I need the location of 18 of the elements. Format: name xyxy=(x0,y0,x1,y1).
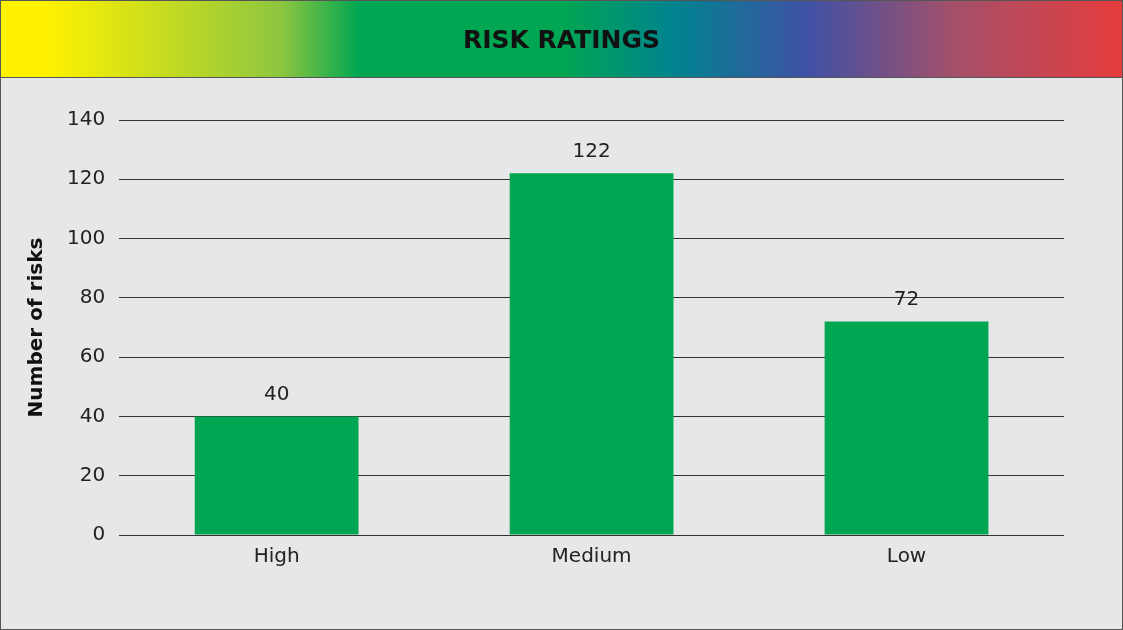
y-tick-label: 80 xyxy=(79,284,106,309)
bar xyxy=(194,416,359,535)
y-tick-label: 100 xyxy=(66,224,106,249)
y-tick-label: 120 xyxy=(66,165,106,190)
bar xyxy=(509,173,674,535)
data-label: 40 xyxy=(263,380,290,405)
data-label: 122 xyxy=(572,137,611,162)
y-tick-label: 40 xyxy=(79,402,106,427)
y-tick-label: 140 xyxy=(66,106,106,131)
x-tick-label: Medium xyxy=(551,543,632,568)
x-tick-label: High xyxy=(253,543,300,568)
y-tick-label: 20 xyxy=(79,461,106,486)
y-tick-label: 0 xyxy=(92,521,106,546)
y-axis-title: Number of risks xyxy=(23,237,48,418)
chart-title: RISK RATINGS xyxy=(462,24,661,54)
bar xyxy=(824,321,989,535)
x-tick-label: Low xyxy=(886,543,927,568)
y-tick-label: 60 xyxy=(79,343,106,368)
